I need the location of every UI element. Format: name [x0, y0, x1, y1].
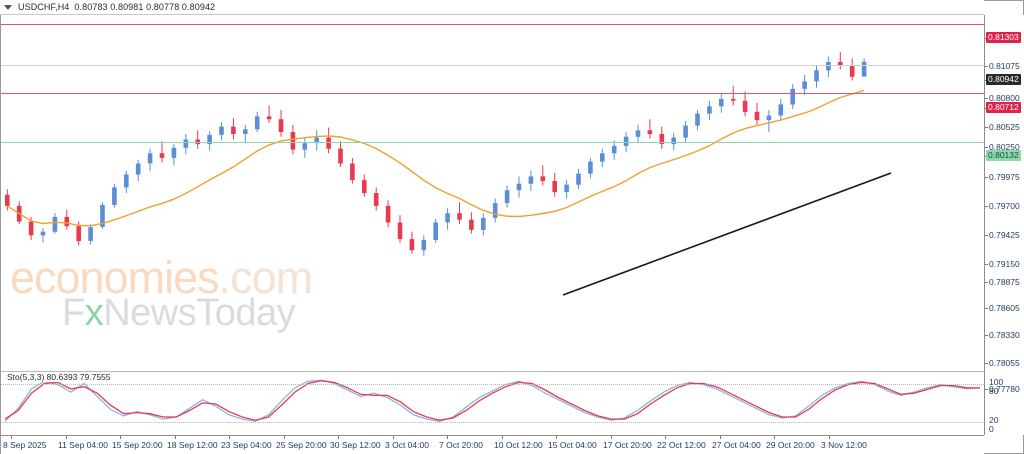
time-axis-label: 23 Sep 04:00	[221, 440, 272, 450]
price-scale-label: 0.81075	[989, 61, 1020, 71]
stoch-scale-label: 0	[989, 424, 994, 434]
stoch-level-20-line	[1, 422, 984, 423]
chevron-down-icon[interactable]	[4, 4, 12, 10]
time-axis-label: 3 Oct 04:00	[385, 440, 429, 450]
price-scale-label: 0.78055	[989, 358, 1020, 368]
symbol-timeframe-label: USDCHF,H4	[18, 2, 70, 12]
support-line[interactable]	[1, 142, 984, 144]
time-axis-label: 25 Sep 20:00	[276, 440, 327, 450]
ohlc-values-label: 0.80783 0.80981 0.80778 0.80942	[74, 2, 216, 12]
stochastic-pane[interactable]: Sto(5,3,3) 80.6393 79.7555	[1, 371, 984, 436]
price-scale-label: 0.77780	[989, 384, 1020, 394]
time-axis-label: 10 Oct 12:00	[494, 440, 543, 450]
time-axis-label: 7 Oct 20:00	[439, 440, 483, 450]
time-axis-label: 11 Sep 04:00	[58, 440, 108, 450]
price-scale-label: 0.78330	[989, 330, 1020, 340]
time-axis-label: 15 Oct 04:00	[548, 440, 597, 450]
time-axis-label: 15 Sep 20:00	[112, 440, 163, 450]
time-axis[interactable]: 8 Sep 2025 11 Sep 04:00 15 Sep 20:00 18 Sep…	[1, 435, 984, 454]
price-scale-label: 0.79975	[989, 172, 1020, 182]
chart-header: USDCHF,H4 0.80783 0.80981 0.80778 0.8094…	[0, 0, 984, 15]
stochastic-label: Sto(5,3,3) 80.6393 79.7555	[5, 372, 113, 382]
time-axis-label: 3 Nov 12:00	[821, 440, 867, 450]
stochastic-series	[4, 379, 981, 422]
current-price-line	[1, 65, 984, 66]
price-scale-label: 0.80525	[989, 122, 1020, 132]
time-axis-label: 29 Oct 20:00	[766, 440, 815, 450]
time-axis-label: 27 Oct 04:00	[712, 440, 761, 450]
price-scale-axis[interactable]: 0.81303 0.81075 0.80942 0.80800 0.80712 0.805…	[984, 15, 1024, 435]
time-axis-label: 8 Sep 2025	[3, 440, 47, 450]
time-axis-label: 18 Sep 12:00	[167, 440, 218, 450]
price-scale-label: 0.80250	[989, 142, 1020, 152]
price-scale-label: 0.81303	[986, 32, 1021, 43]
resistance-line-lower[interactable]	[1, 93, 984, 95]
price-scale-label: 0.78605	[989, 303, 1020, 313]
price-scale-label: 0.79700	[989, 201, 1020, 211]
price-scale-label: 0.80712	[986, 102, 1021, 113]
time-axis-label: 17 Oct 20:00	[603, 440, 652, 450]
price-chart-pane[interactable]	[1, 15, 984, 370]
time-axis-label: 22 Oct 12:00	[657, 440, 706, 450]
stoch-scale-label: 20	[989, 415, 999, 425]
price-scale-label: 0.80132	[986, 150, 1021, 161]
resistance-line-upper[interactable]	[1, 24, 984, 26]
price-scale-label: 0.80800	[989, 93, 1020, 103]
time-axis-label: 30 Sep 12:00	[330, 440, 381, 450]
price-scale-label: 0.79150	[989, 259, 1020, 269]
stoch-scale-label: 100	[989, 377, 1004, 387]
price-scale-label: 0.79425	[989, 230, 1020, 240]
candlestick-series	[5, 51, 892, 296]
stoch-scale-label: 80	[989, 386, 999, 396]
price-scale-label: 0.80942	[986, 74, 1021, 85]
price-scale-label: 0.78875	[989, 277, 1020, 287]
stoch-level-80-line	[1, 384, 984, 385]
